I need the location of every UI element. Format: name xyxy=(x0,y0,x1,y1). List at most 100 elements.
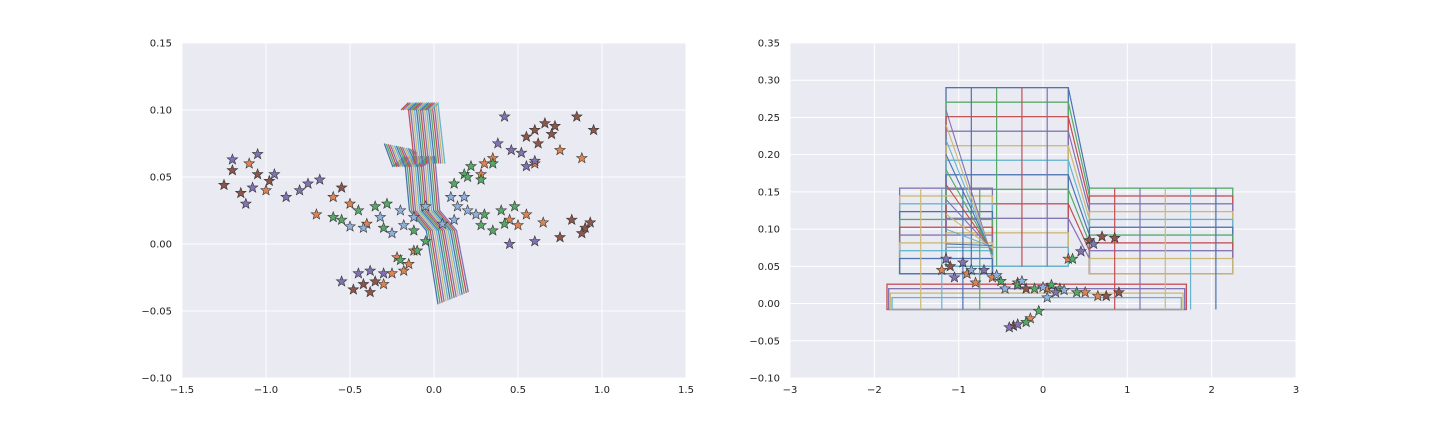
y-tick-label: 0.00 xyxy=(150,240,172,251)
star-point xyxy=(505,143,518,156)
x-tick-label: 0 xyxy=(1040,385,1046,396)
x-tick-label: 1.0 xyxy=(594,385,610,396)
wireframe-line xyxy=(945,169,993,254)
strip-line xyxy=(412,101,428,164)
star-point xyxy=(217,178,231,191)
strip-line xyxy=(409,148,465,294)
y-tick-label: 0.00 xyxy=(758,299,780,310)
strip-line xyxy=(426,101,442,164)
star-point xyxy=(394,253,407,266)
star-point xyxy=(1112,286,1125,298)
star-point xyxy=(528,123,541,136)
star-point xyxy=(369,200,382,212)
star-point xyxy=(280,190,293,203)
star-point xyxy=(293,184,306,196)
star-point xyxy=(263,174,276,187)
star-point xyxy=(352,204,365,216)
star-point xyxy=(1070,286,1083,298)
star-point xyxy=(944,259,957,272)
star-point xyxy=(1087,237,1100,250)
wireframe-line xyxy=(1067,174,1090,236)
star-point xyxy=(419,200,432,212)
wireframe-line xyxy=(1067,203,1090,251)
y-tick-label: 0.15 xyxy=(150,39,172,50)
star-point xyxy=(327,190,340,203)
x-tick-label: −1 xyxy=(951,385,966,396)
strip-line xyxy=(414,101,430,164)
star-point xyxy=(461,204,474,216)
star-point xyxy=(1015,274,1028,287)
strip-line xyxy=(406,101,422,164)
star-point xyxy=(977,263,991,276)
star-point xyxy=(301,177,315,189)
star-point xyxy=(1028,282,1041,294)
star-point xyxy=(327,210,340,223)
y-tick-label: −0.10 xyxy=(749,374,780,385)
y-tick-label: −0.10 xyxy=(141,374,172,385)
star-point xyxy=(948,271,961,283)
star-point xyxy=(545,127,558,140)
strip-line xyxy=(428,101,444,164)
wireframe-line xyxy=(945,184,993,252)
star-point xyxy=(377,221,390,234)
star-point xyxy=(243,157,256,169)
star-point xyxy=(498,217,511,230)
star-point xyxy=(377,277,390,290)
star-point xyxy=(515,146,528,159)
star-point xyxy=(448,213,461,226)
strip-line xyxy=(430,101,446,164)
star-point xyxy=(511,218,525,231)
star-point xyxy=(1003,321,1016,333)
star-point xyxy=(419,234,432,247)
y-tick-label: 0.10 xyxy=(758,225,780,236)
x-tick-label: 1.5 xyxy=(678,385,694,396)
x-tick-label: 1 xyxy=(1124,385,1130,396)
strip-line xyxy=(408,101,424,164)
right-scatter-chart: −3 −2 −1 0 1 2 3 −0.10 −0.05 0.00 0.05 0.10 0.15 0.20… xyxy=(749,39,1299,397)
star-point xyxy=(407,224,420,236)
star-point xyxy=(448,177,461,189)
star-point xyxy=(537,216,550,228)
wireframe-line xyxy=(1067,131,1090,212)
star-point xyxy=(385,226,399,239)
star-point xyxy=(565,213,578,226)
star-point xyxy=(1020,315,1033,328)
strip-line xyxy=(404,101,420,164)
star-point xyxy=(1032,304,1045,317)
y-tick-label: 0.35 xyxy=(758,39,780,50)
x-tick-label: 0.0 xyxy=(426,385,442,396)
star-point xyxy=(491,137,504,149)
strip-line xyxy=(399,146,455,299)
y-tick-label: −0.05 xyxy=(749,336,780,347)
star-point xyxy=(234,186,247,199)
star-point xyxy=(520,208,533,220)
strip-line xyxy=(389,144,445,303)
star-point xyxy=(520,130,533,142)
wireframe-line xyxy=(1067,189,1090,244)
y-tick-label: 0.20 xyxy=(758,150,780,161)
star-point xyxy=(374,210,387,223)
strip-line xyxy=(407,148,463,295)
strip-line xyxy=(400,101,416,164)
line-overlay xyxy=(383,101,469,305)
star-point xyxy=(335,275,348,287)
strip-line xyxy=(416,101,432,164)
star-point xyxy=(458,190,471,203)
star-point xyxy=(1041,291,1054,303)
star-point xyxy=(474,218,488,231)
x-tick-label: −3 xyxy=(783,385,798,396)
star-point xyxy=(1011,318,1024,330)
star-point xyxy=(503,237,516,250)
y-tick-label: 0.05 xyxy=(758,262,780,273)
wireframe-line xyxy=(945,243,993,247)
star-point xyxy=(259,184,273,196)
strip-line xyxy=(410,101,426,164)
star-point xyxy=(1108,231,1121,244)
star-point xyxy=(495,204,508,216)
star-point xyxy=(528,234,541,247)
star-point xyxy=(226,153,239,165)
star-point xyxy=(584,216,597,228)
star-point xyxy=(1074,245,1087,257)
star-point xyxy=(999,282,1012,294)
star-point xyxy=(553,230,567,243)
